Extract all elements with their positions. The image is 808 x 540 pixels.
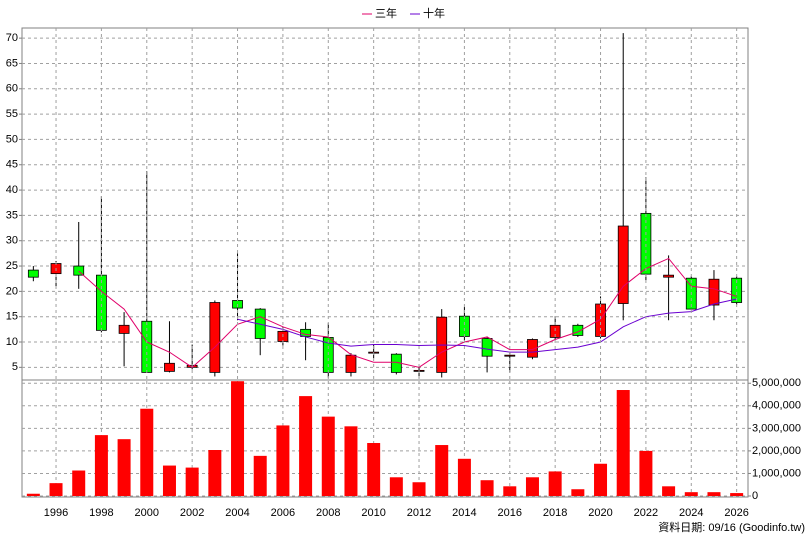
volume-bar (140, 408, 154, 496)
volume-bar (412, 482, 426, 496)
volume-bar (503, 486, 517, 496)
volume-bar (730, 493, 744, 496)
candle-body (27, 269, 39, 278)
volume-bar (26, 493, 40, 496)
volume-bar (276, 425, 290, 496)
y-tick-label: 70 (6, 32, 18, 44)
volume-bar (616, 390, 630, 496)
volume-bar (49, 483, 63, 496)
candle-body (504, 354, 516, 357)
volume-bar (639, 450, 653, 496)
y-tick-label: 35 (6, 209, 18, 221)
volume-bar (72, 470, 86, 496)
volume-bar (94, 435, 108, 496)
candle-body (73, 265, 85, 276)
candle-body (708, 278, 720, 306)
y-tick-label: 15 (6, 311, 18, 323)
x-tick-label: 1998 (89, 507, 113, 519)
y-tick-label: 0 (752, 490, 758, 502)
candle-body (164, 362, 175, 372)
y-tick-label: 60 (6, 83, 18, 95)
y-tick-label: 50 (6, 133, 18, 145)
volume-bar (707, 492, 721, 496)
volume-bar (525, 477, 539, 496)
x-tick-label: 2014 (452, 507, 476, 519)
volume-bar (253, 455, 267, 496)
volume-bar (208, 450, 222, 496)
volume-bar (117, 439, 131, 496)
candle-body (595, 303, 606, 337)
y-tick-label: 1,000,000 (752, 467, 801, 479)
candle-body (459, 315, 470, 337)
source-note: 資料日期: 09/16 (Goodinfo.tw) (658, 520, 805, 534)
volume-bar (594, 463, 608, 496)
plot-frame (21, 27, 749, 498)
x-tick-label: 2004 (225, 507, 249, 519)
volume-bar (185, 467, 199, 496)
volume-bar (571, 489, 585, 496)
candle-body (617, 225, 629, 304)
y-tick-label: 4,000,000 (752, 400, 801, 412)
moving-average-line (78, 257, 737, 368)
volume-bar (162, 465, 176, 496)
y-tick-label: 10 (6, 336, 18, 348)
x-tick-label: 2026 (724, 507, 748, 519)
x-tick-label: 2020 (588, 507, 612, 519)
volume-bar (231, 381, 245, 496)
x-tick-label: 2024 (679, 507, 703, 519)
candle-body (731, 277, 743, 303)
moving-average-line (237, 298, 737, 353)
volume-bar (367, 443, 381, 496)
x-tick-label: 2012 (407, 507, 431, 519)
y-tick-label: 5,000,000 (752, 377, 801, 389)
volume-bar (548, 471, 562, 496)
candle-body (663, 274, 674, 278)
x-tick-label: 2002 (180, 507, 204, 519)
y-tick-label: 2,000,000 (752, 445, 801, 457)
volume-bar (457, 458, 471, 496)
y-tick-label: 45 (6, 159, 18, 171)
x-tick-label: 2008 (316, 507, 340, 519)
y-tick-label: 65 (6, 57, 18, 69)
x-tick-label: 2000 (135, 507, 159, 519)
x-tick-label: 2022 (634, 507, 658, 519)
x-tick-label: 2016 (498, 507, 522, 519)
x-tick-label: 2010 (361, 507, 385, 519)
volume-bar (321, 416, 335, 496)
x-tick-label: 2006 (271, 507, 295, 519)
candle-body (345, 354, 357, 373)
y-tick-label: 25 (6, 260, 18, 272)
y-tick-label: 20 (6, 285, 18, 297)
legend-label: 十年 (423, 6, 445, 20)
y-tick-label: 30 (6, 235, 18, 247)
candle-body (481, 338, 493, 357)
volume-bar (480, 480, 494, 496)
y-tick-label: 40 (6, 184, 18, 196)
candle-body (209, 302, 221, 373)
x-tick-label: 2018 (543, 507, 567, 519)
candle-body (527, 339, 538, 358)
y-tick-label: 55 (6, 108, 18, 120)
volume-bar (662, 486, 676, 496)
volume-bar (344, 426, 358, 496)
volume-bar (435, 445, 449, 496)
candle-body (549, 324, 561, 338)
candle-body (118, 324, 130, 334)
y-tick-label: 5 (12, 361, 18, 373)
volume-bar (389, 477, 403, 496)
volume-bar (684, 492, 698, 496)
legend-label: 三年 (375, 6, 397, 20)
x-tick-label: 1996 (44, 507, 68, 519)
volume-bar (299, 396, 313, 496)
y-tick-label: 3,000,000 (752, 422, 801, 434)
candle-body (572, 324, 584, 336)
